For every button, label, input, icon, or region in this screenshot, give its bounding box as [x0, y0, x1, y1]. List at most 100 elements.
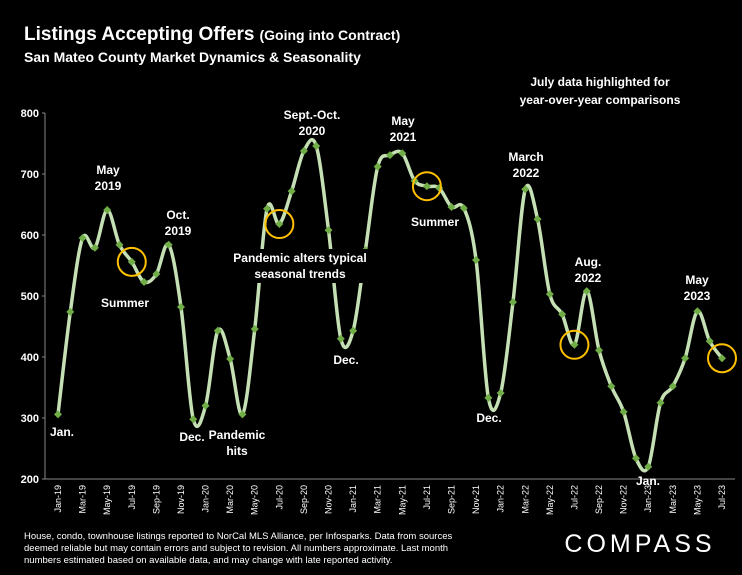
annotation: Sept.-Oct.	[284, 108, 341, 122]
annotation: 2020	[299, 124, 326, 138]
point-marker	[176, 302, 185, 311]
x-tick-label: May-22	[545, 485, 555, 515]
y-tick-label: 300	[21, 413, 39, 425]
point-marker	[681, 354, 690, 363]
annotation: Jan.	[636, 474, 660, 488]
annotation-bg	[230, 249, 370, 283]
annotation: Summer	[411, 215, 459, 229]
x-tick-label: Sep-21	[446, 485, 456, 514]
title-main: Listings Accepting Offers	[24, 24, 255, 45]
x-tick-label: Mar-20	[225, 485, 235, 514]
point-marker	[238, 410, 247, 419]
x-tick-label: Jan-19	[53, 485, 63, 513]
highlight-circle	[707, 343, 737, 374]
point-marker	[545, 290, 554, 299]
point-marker	[213, 326, 222, 335]
point-marker	[373, 162, 382, 171]
footnote: numbers estimated based on available dat…	[24, 555, 392, 566]
point-marker	[656, 398, 665, 407]
y-tick-label: 800	[21, 108, 39, 120]
point-marker	[447, 202, 456, 211]
point-marker	[398, 149, 407, 158]
annotation: 2022	[575, 271, 602, 285]
point-marker	[115, 240, 124, 249]
x-tick-label: Mar-23	[668, 485, 678, 514]
annotation: 2021	[390, 130, 417, 144]
annotation: Dec.	[179, 430, 204, 444]
x-tick-label: Nov-21	[471, 485, 481, 514]
x-tick-label: Jan-21	[348, 485, 358, 513]
x-tick-label: May-21	[397, 485, 407, 515]
x-tick-label: Nov-20	[324, 485, 334, 514]
y-tick-label: 200	[21, 474, 39, 486]
point-marker	[582, 287, 591, 296]
x-tick-label: Mar-21	[373, 485, 383, 514]
subtitle: San Mateo County Market Dynamics & Seaso…	[24, 49, 361, 65]
highlight-circle	[411, 171, 442, 202]
x-tick-label: Sep-20	[299, 485, 309, 514]
point-marker	[619, 407, 628, 416]
chart-title: Listings Accepting Offers (Going into Con…	[24, 24, 400, 45]
point-marker	[263, 204, 272, 213]
point-marker	[201, 401, 210, 410]
y-tick-label: 400	[21, 352, 39, 364]
annotation: Dec.	[476, 411, 501, 425]
x-tick-label: Jul-22	[569, 485, 579, 510]
x-tick-label: Mar-22	[520, 485, 530, 514]
point-marker	[533, 215, 542, 224]
annotation: 2023	[684, 289, 711, 303]
x-tick-label: May-19	[102, 485, 112, 515]
x-tick-label: May-20	[250, 485, 260, 515]
annotation: Pandemic	[209, 428, 266, 442]
point-marker	[54, 410, 62, 419]
x-tick-label: Jul-23	[717, 485, 727, 510]
point-marker	[693, 307, 702, 316]
point-marker	[386, 151, 394, 160]
point-marker	[422, 182, 431, 191]
footnote: deemed reliable but may contain errors a…	[24, 543, 448, 554]
logo: COMPASS	[564, 530, 715, 558]
point-marker	[459, 204, 468, 213]
point-marker	[324, 226, 333, 235]
point-marker	[336, 334, 345, 343]
annotation: Oct.	[166, 208, 189, 222]
point-marker	[78, 234, 87, 243]
point-marker	[558, 310, 567, 319]
point-marker	[508, 298, 517, 307]
annotation: May	[391, 114, 415, 128]
point-marker	[275, 220, 284, 229]
point-marker	[472, 256, 481, 265]
point-marker	[631, 454, 640, 463]
point-marker	[189, 415, 198, 424]
annotation: Pandemic alters typical	[233, 251, 366, 265]
note: July data highlighted for	[530, 75, 670, 89]
point-marker	[90, 243, 99, 252]
point-marker	[644, 462, 653, 471]
y-tick-label: 500	[21, 291, 39, 303]
point-marker	[607, 382, 616, 391]
x-tick-label: May-23	[692, 485, 702, 515]
point-marker	[299, 146, 308, 155]
point-marker	[705, 337, 714, 346]
point-marker	[349, 326, 358, 335]
point-marker	[152, 270, 161, 279]
x-tick-label: Nov-19	[176, 485, 186, 514]
y-tick-label: 700	[21, 169, 39, 181]
x-tick-label: Jul-21	[422, 485, 432, 510]
highlight-circle	[559, 329, 590, 360]
annotation: 2019	[95, 179, 122, 193]
point-marker	[287, 187, 296, 196]
x-tick-label: Jan-22	[496, 485, 506, 513]
annotation: May	[96, 163, 120, 177]
point-marker	[312, 141, 321, 150]
annotation: Dec.	[333, 353, 358, 367]
point-marker	[103, 205, 112, 214]
annotation: seasonal trends	[254, 267, 346, 281]
point-marker	[250, 324, 259, 333]
annotation: Aug.	[575, 255, 602, 269]
x-tick-label: Jul-19	[127, 485, 137, 510]
title-suffix: (Going into Contract)	[260, 27, 401, 43]
point-marker	[570, 340, 579, 349]
x-tick-label: Nov-22	[619, 485, 629, 514]
x-tick-label: Sep-19	[151, 485, 161, 514]
